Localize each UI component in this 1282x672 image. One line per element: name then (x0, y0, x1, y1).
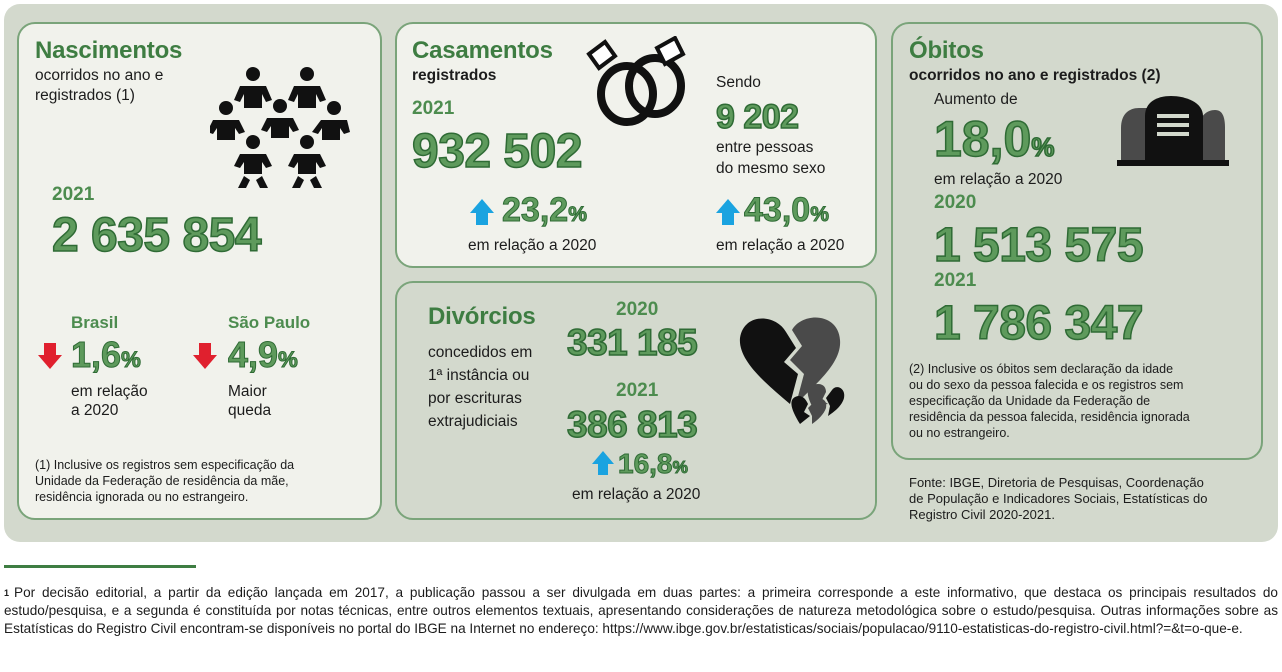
obitos-note-4: residência da pessoa falecida, residênci… (909, 410, 1190, 424)
divorcios-desc-2: 1ª instância ou (428, 367, 530, 384)
divorcios-pct-desc: em relação a 2020 (572, 486, 701, 503)
nascimentos-card (17, 22, 382, 520)
source-line-3: Registro Civil 2020-2021. (909, 507, 1055, 522)
nascimentos-subtitle-2: registrados (1) (35, 87, 135, 104)
casamentos-title: Casamentos (412, 37, 553, 64)
source-line-2: de População e Indicadores Sociais, Esta… (909, 491, 1208, 506)
obitos-increase-desc: em relação a 2020 (934, 171, 1063, 188)
casamentos-pct-unit: % (568, 203, 588, 227)
brasil-pct-unit: % (121, 347, 142, 373)
broken-hearts-icon (739, 317, 845, 424)
divorcios-value2: 386 813 (566, 403, 698, 446)
sao-paulo-label: São Paulo (228, 313, 311, 332)
brasil-desc-1: em relação (71, 383, 148, 400)
tombstones-icon (1117, 96, 1229, 166)
obitos-increase-pct-unit: % (1031, 131, 1056, 163)
same-sex-desc-2: do mesmo sexo (716, 160, 826, 177)
nascimentos-note-3: residência ignorada ou no estrangeiro. (35, 490, 249, 504)
casamentos-pct-value: 23,2 (501, 191, 569, 230)
same-sex-pct-unit: % (810, 203, 830, 227)
brasil-desc-2: a 2020 (71, 402, 119, 419)
casamentos-subtitle: registrados (412, 67, 497, 84)
divorcios-pct: 16,8% (618, 448, 689, 480)
obitos-increase-pct-value: 18,0 (933, 110, 1032, 168)
arrow-up-icon (470, 199, 494, 225)
wedding-rings-icon (586, 36, 686, 126)
obitos-year1: 2020 (934, 192, 977, 213)
obitos-card (891, 22, 1263, 460)
casamentos-pct-desc: em relação a 2020 (468, 237, 597, 254)
divorcios-value1: 331 185 (566, 321, 698, 364)
obitos-increase-label: Aumento de (934, 91, 1018, 108)
divorcios-year2: 2021 (616, 380, 659, 401)
obitos-year2: 2021 (934, 270, 977, 291)
nascimentos-title: Nascimentos (35, 37, 183, 64)
same-sex-pct: 43,0% (743, 191, 830, 230)
same-sex-desc-1: entre pessoas (716, 139, 814, 156)
babies-icon (210, 67, 350, 188)
nascimentos-year: 2021 (52, 184, 95, 205)
arrow-down-icon (38, 343, 62, 369)
obitos-note-1: (2) Inclusive os óbitos sem declaração d… (909, 362, 1174, 376)
casamentos-pct: 23,2% (501, 191, 588, 230)
nascimentos-subtitle-1: ocorridos no ano e (35, 67, 164, 84)
nascimentos-note-2: Unidade da Federação de residência da mã… (35, 474, 289, 488)
divorcios-pct-unit: % (672, 457, 688, 478)
nascimentos-value: 2 635 854 (51, 208, 262, 263)
source-line-1: Fonte: IBGE, Diretoria de Pesquisas, Coo… (909, 475, 1204, 490)
footnote-rule (4, 565, 196, 568)
divorcios-year1: 2020 (616, 299, 659, 320)
sao-paulo-desc-2: queda (228, 402, 272, 419)
arrow-up-icon (716, 199, 740, 225)
obitos-title: Óbitos (909, 37, 984, 64)
footnote: 1 Por decisão editorial, a partir da ediç… (4, 584, 1278, 638)
divorcios-pct-value: 16,8 (618, 448, 673, 480)
divorcios-desc-3: por escrituras (428, 390, 522, 407)
obitos-subtitle: ocorridos no ano e registrados (2) (909, 67, 1161, 84)
divorcios-title: Divórcios (428, 303, 536, 330)
brasil-pct: 1,6% (70, 334, 142, 376)
sao-paulo-pct-value: 4,9 (227, 334, 279, 376)
obitos-note-5: ou no estrangeiro. (909, 426, 1010, 440)
casamentos-year: 2021 (412, 98, 455, 119)
same-sex-pct-desc: em relação a 2020 (716, 237, 845, 254)
nascimentos-note-1: (1) Inclusive os registros sem especific… (35, 458, 295, 472)
divorcios-desc-1: concedidos em (428, 344, 533, 361)
obitos-note-2: ou do sexo da pessoa falecida e os regis… (909, 378, 1184, 392)
sao-paulo-desc-1: Maior (228, 383, 267, 400)
sao-paulo-pct: 4,9% (227, 334, 299, 376)
footnote-text: Por decisão editorial, a partir da ediçã… (4, 585, 1278, 636)
same-sex-value: 9 202 (715, 97, 800, 137)
footnote-marker: 1 (4, 588, 10, 598)
divorcios-desc-4: extrajudiciais (428, 413, 518, 430)
arrow-up-icon (592, 451, 614, 475)
casamentos-sendo: Sendo (716, 74, 761, 91)
casamentos-value: 932 502 (411, 124, 583, 179)
obitos-value2: 1 786 347 (933, 296, 1144, 351)
sao-paulo-pct-unit: % (278, 347, 299, 373)
brasil-pct-value: 1,6 (70, 334, 122, 376)
obitos-increase-pct: 18,0% (933, 110, 1056, 168)
same-sex-pct-value: 43,0 (743, 191, 811, 230)
obitos-note-3: especificação da Unidade da Federação de (909, 394, 1151, 408)
arrow-down-icon (193, 343, 217, 369)
brasil-label: Brasil (71, 313, 119, 332)
obitos-value1: 1 513 575 (933, 218, 1144, 273)
